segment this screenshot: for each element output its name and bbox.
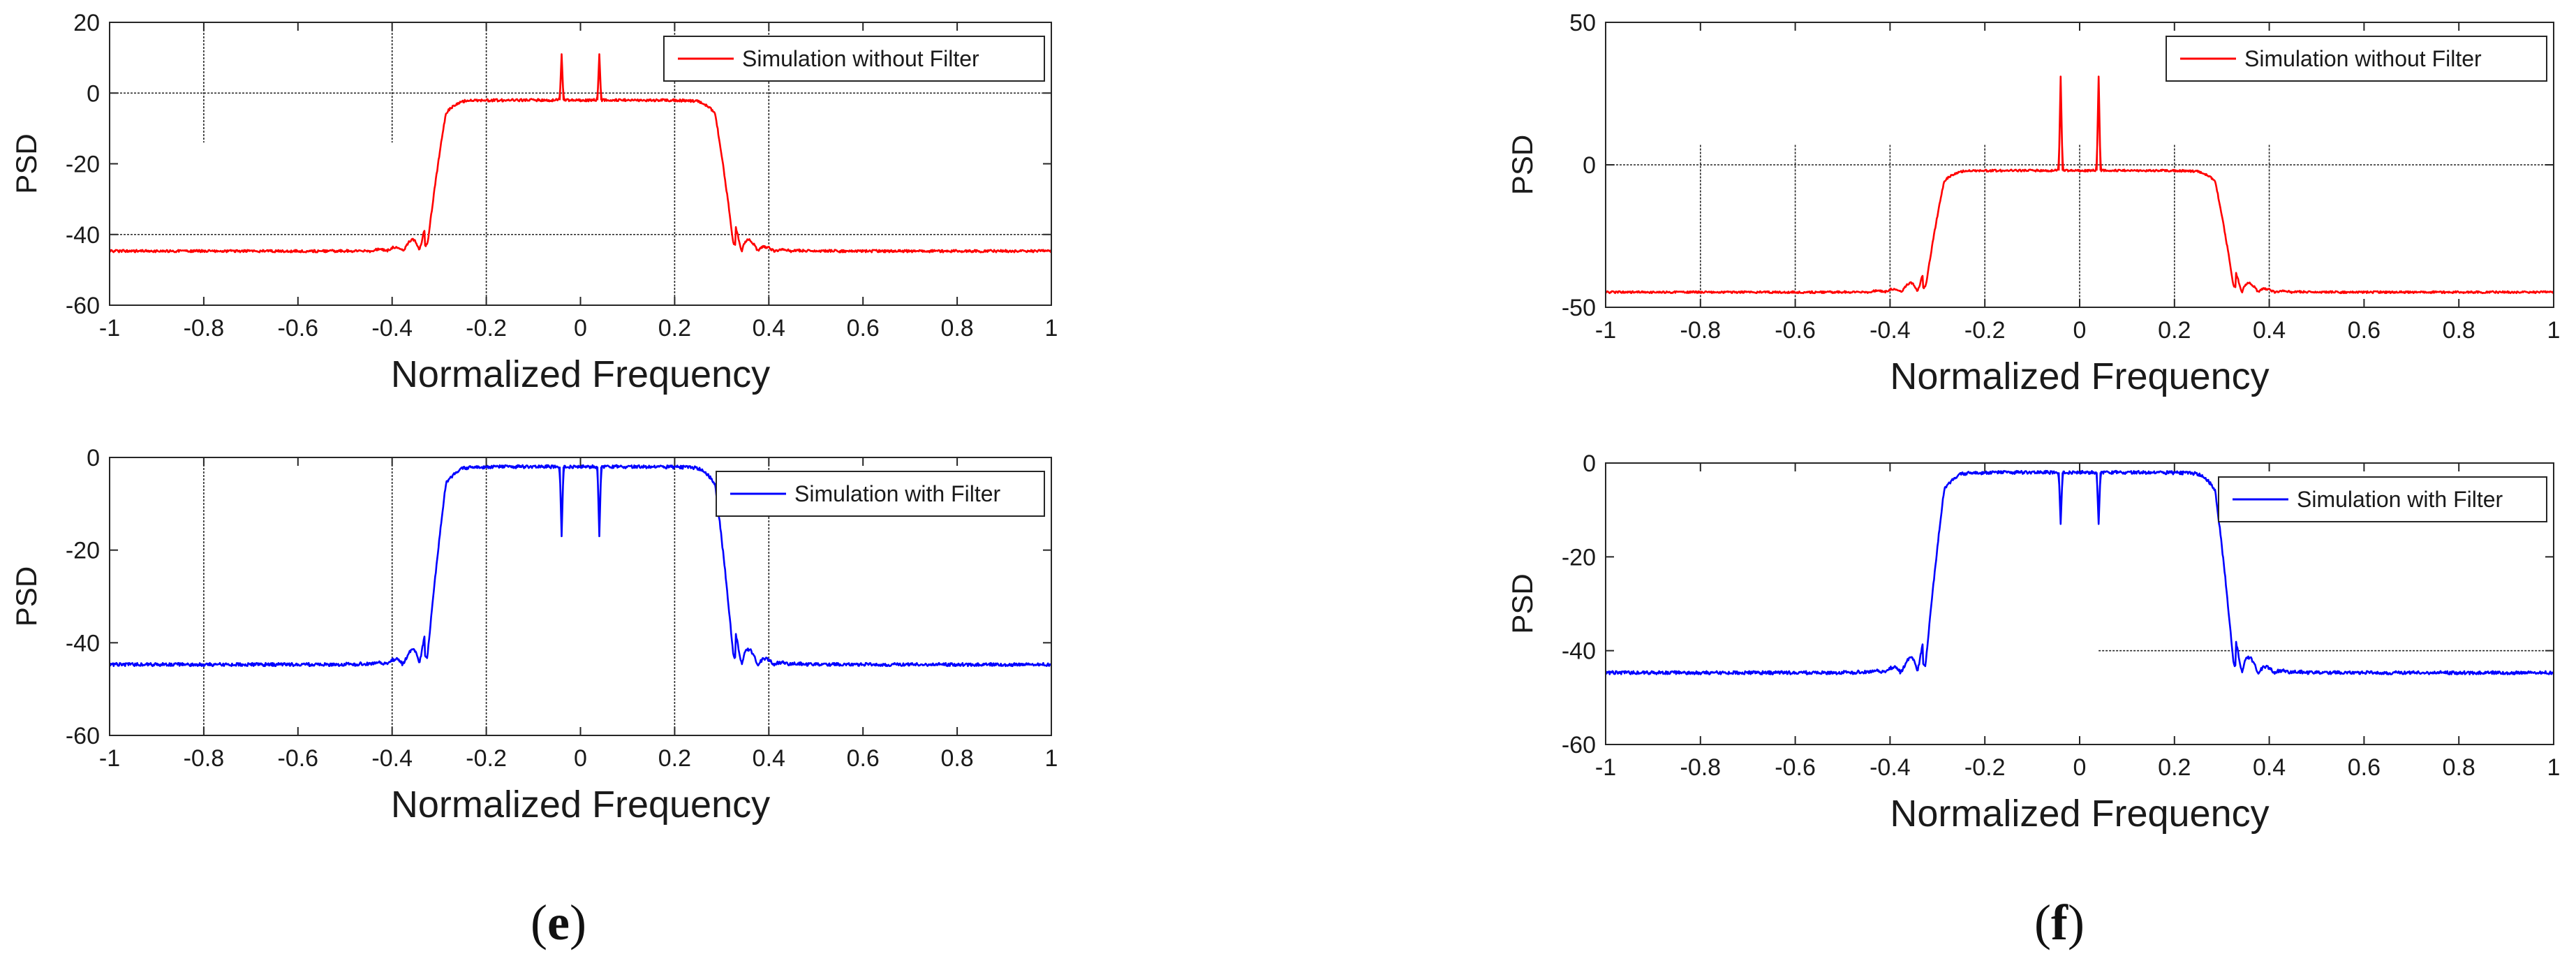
x-tick-label: 0.2	[2158, 317, 2191, 344]
x-tick-label: 0.2	[2158, 754, 2191, 781]
y-tick-label: -60	[1562, 732, 1596, 758]
x-tick-label: 0.6	[847, 315, 880, 342]
x-tick-label: -0.4	[1870, 754, 1911, 781]
x-tick-label: -0.2	[466, 745, 507, 772]
x-tick-label: 1	[1045, 745, 1058, 772]
legend-label: Simulation with Filter	[2297, 487, 2503, 512]
x-tick-label: 0.6	[2348, 754, 2381, 781]
x-tick-label: 0.4	[753, 745, 785, 772]
x-tick-label: -0.6	[1775, 317, 1816, 344]
x-tick-label: 0.4	[2253, 754, 2286, 781]
x-tick-label: 1	[2547, 754, 2561, 781]
x-axis-title: Normalized Frequency	[391, 353, 770, 395]
x-tick-label: -0.6	[1775, 754, 1816, 781]
legend-label: Simulation without Filter	[2244, 46, 2482, 71]
x-tick-label: 0.8	[2443, 754, 2475, 781]
x-tick-label: -0.4	[371, 745, 413, 772]
x-tick-label: 0	[574, 315, 587, 342]
y-axis-title: PSD	[1506, 573, 1539, 633]
x-tick-label: -0.8	[1680, 754, 1722, 781]
chart-e-top: -1 -0.8 -0.6 -0.4 -0.2 0 0.2 0.4 0.6 0.8 1 -60 -40 -2…	[10, 10, 1058, 395]
x-tick-label: 0.2	[658, 315, 691, 342]
x-tick-label: 0.8	[940, 745, 973, 772]
x-tick-label: 0.4	[753, 315, 785, 342]
panel-label-e: (e)	[531, 895, 586, 951]
legend: Simulation with Filter	[716, 471, 1045, 517]
y-tick-label: -40	[66, 222, 100, 249]
series-line-without-filter	[108, 53, 1052, 254]
x-axis-title: Normalized Frequency	[1890, 355, 2269, 397]
x-tick-label: 0	[2073, 754, 2087, 781]
y-tick-label: 0	[87, 80, 100, 107]
legend: Simulation without Filter	[2166, 36, 2547, 82]
x-tick-label: -1	[1595, 317, 1616, 344]
x-tick-label: -0.2	[1964, 754, 2006, 781]
x-tick-label: -1	[99, 745, 120, 772]
y-tick-label: 0	[1583, 450, 1596, 477]
y-tick-label: -20	[66, 152, 100, 178]
x-tick-label: 0	[2073, 317, 2087, 344]
x-tick-label: 0.8	[2443, 317, 2475, 344]
y-tick-label: -50	[1562, 295, 1596, 321]
y-tick-label: 20	[73, 10, 100, 36]
x-tick-label: 0.6	[2348, 317, 2381, 344]
y-tick-label: -60	[66, 293, 100, 319]
y-axis-title: PSD	[10, 133, 43, 193]
y-tick-label: 0	[87, 445, 100, 471]
y-tick-label: -20	[1562, 544, 1596, 571]
y-axis-title: PSD	[10, 566, 43, 626]
panel-label-f: (f)	[2034, 895, 2085, 951]
legend-label: Simulation with Filter	[794, 481, 1001, 506]
x-tick-label: 1	[2547, 317, 2561, 344]
legend: Simulation without Filter	[663, 36, 1045, 82]
x-tick-label: -0.6	[278, 745, 319, 772]
x-tick-label: -0.6	[278, 315, 319, 342]
charts-layer: -1 -0.8 -0.6 -0.4 -0.2 0 0.2 0.4 0.6 0.8 1 -60 -40 -2…	[10, 10, 2560, 835]
x-tick-label: 0.4	[2253, 317, 2286, 344]
x-tick-label: -0.8	[1680, 317, 1722, 344]
x-tick-label: -0.4	[1870, 317, 1911, 344]
y-tick-label: -20	[66, 538, 100, 564]
y-tick-label: 50	[1569, 10, 1596, 36]
legend-label: Simulation without Filter	[742, 46, 979, 71]
y-tick-label: -40	[1562, 638, 1596, 665]
chart-f-bottom: -1 -0.8 -0.6 -0.4 -0.2 0 0.2 0.4 0.6 0.8 1 -60 -40 -2…	[1506, 450, 2560, 835]
y-tick-label: -60	[66, 723, 100, 749]
x-tick-label: 0.2	[658, 745, 691, 772]
x-axis-title: Normalized Frequency	[391, 784, 770, 826]
x-tick-label: -0.4	[371, 315, 413, 342]
x-tick-label: -0.8	[184, 315, 225, 342]
x-tick-label: -0.2	[466, 315, 507, 342]
x-tick-label: -1	[1595, 754, 1616, 781]
chart-e-bottom: -1 -0.8 -0.6 -0.4 -0.2 0 0.2 0.4 0.6 0.8 1 -60 -40 -2…	[10, 445, 1058, 826]
x-tick-label: 0	[574, 745, 587, 772]
y-tick-label: -40	[66, 630, 100, 656]
x-axis-title: Normalized Frequency	[1890, 793, 2269, 835]
chart-f-top: -1 -0.8 -0.6 -0.4 -0.2 0 0.2 0.4 0.6 0.8 1 -50 0 50 No…	[1506, 10, 2560, 397]
y-tick-label: 0	[1583, 152, 1596, 179]
x-tick-label: 1	[1045, 315, 1058, 342]
x-tick-label: -1	[99, 315, 120, 342]
x-tick-label: -0.8	[184, 745, 225, 772]
y-axis-title: PSD	[1506, 135, 1539, 195]
x-tick-label: 0.8	[940, 315, 973, 342]
x-tick-label: -0.2	[1964, 317, 2006, 344]
series-line-without-filter	[1605, 75, 2554, 295]
x-tick-label: 0.6	[847, 745, 880, 772]
legend: Simulation with Filter	[2218, 476, 2547, 522]
